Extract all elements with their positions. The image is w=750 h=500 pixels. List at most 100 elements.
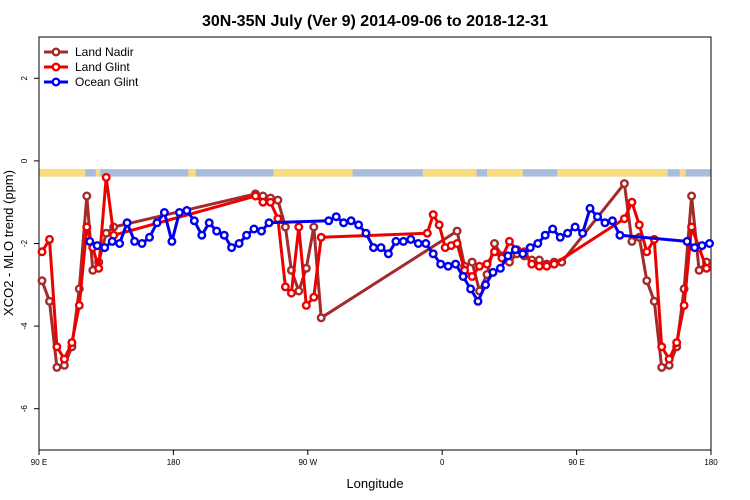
series-0-point-21 [452,226,462,236]
series-1-point-5 [74,300,84,310]
series-1-point-33 [504,236,514,246]
series-2-point-22 [249,224,259,234]
series-1-point-43 [642,247,652,257]
y-tick-label-0: -6 [20,405,29,413]
x-tick-label-1: 180 [167,458,181,467]
series-2-point-43 [458,272,468,282]
series-0 [37,179,712,372]
series-2-point-1 [92,241,102,251]
series-0-point-36 [619,179,629,189]
series-2-point-45 [473,296,483,306]
land-ocean-strip [39,169,711,177]
land-segment-7 [679,169,686,177]
series-2-point-0 [85,236,95,246]
series-2-point-7 [137,238,147,248]
land-segment-2 [188,169,196,177]
series-2-point-49 [503,251,513,261]
series-2-point-9 [152,218,162,228]
series-2-point-66 [690,243,700,253]
series-2-point-10 [159,207,169,217]
series-2-point-4 [115,238,125,248]
series-1-point-29 [475,261,485,271]
series-1-point-42 [634,220,644,230]
series-1-point-40 [619,214,629,224]
land-segment-0 [39,169,86,177]
series-2-point-47 [488,267,498,277]
series-2-point-19 [227,243,237,253]
series-1-point-16 [286,288,296,298]
series-0-point-0 [37,276,47,286]
series-1-point-11 [250,191,260,201]
ocean-strip [39,169,711,177]
series-0-point-15 [280,222,290,232]
series-2-point-68 [705,238,715,248]
series-2-point-35 [398,236,408,246]
series-2-point-55 [548,224,558,234]
series-2-point-29 [354,220,364,230]
series-0-point-1 [45,296,55,306]
series-2-point-61 [593,212,603,222]
series-0-point-46 [694,265,704,275]
series-2-point-42 [451,259,461,269]
series-line-0 [40,182,708,369]
series-0-point-20 [316,313,326,323]
series-2-point-32 [376,243,386,253]
series-2-point-38 [421,238,431,248]
series-2-point-50 [510,245,520,255]
series-1-point-26 [452,238,462,248]
series-0-point-2 [52,362,62,372]
series-2-point-3 [107,236,117,246]
series-1-point-46 [664,354,674,364]
series-1-point-3 [59,354,69,364]
series-1-point-19 [309,292,319,302]
series-2-point-63 [607,216,617,226]
axes: 90 E 180 90 W 0 90 E 180 -6 -4 -2 0 2 [20,76,718,467]
legend-marker-1 [51,62,61,72]
series-0-point-6 [82,191,92,201]
series-1-point-39 [549,259,559,269]
y-axis-label: XCO2 - MLO trend (ppm) [1,170,16,316]
series-1-point-41 [627,197,637,207]
series-2-point-60 [585,203,595,213]
series-2-point-11 [167,236,177,246]
legend-label-1: Land Glint [75,60,130,74]
series-2-point-36 [406,234,416,244]
land-segment-6 [557,169,668,177]
series-2-point-39 [428,249,438,259]
series-2-point-23 [257,226,267,236]
series-2-point-59 [578,228,588,238]
series-2-point-37 [413,238,423,248]
series-2-point-13 [182,205,192,215]
series-2-point-6 [130,236,140,246]
series-2-point-18 [219,230,229,240]
series-2-point-31 [369,243,379,253]
series-0-point-9 [101,228,111,238]
series-1-point-45 [657,342,667,352]
series-2-point-62 [600,218,610,228]
series-1-point-18 [301,300,311,310]
series-2-point-30 [361,228,371,238]
series-2-point-40 [436,259,446,269]
series-2-point-57 [563,228,573,238]
series-1-point-36 [527,259,537,269]
series-1-point-49 [687,222,697,232]
series-2-point-56 [555,232,565,242]
series-1-point-38 [542,261,552,271]
series-2-point-8 [144,232,154,242]
series-2-point-5 [122,218,132,228]
series-2-point-25 [324,216,334,226]
series-2-point-46 [481,280,491,290]
series-2-point-20 [234,238,244,248]
series-2-point-67 [697,241,707,251]
series-1-point-23 [434,220,444,230]
series-2-point-58 [570,222,580,232]
series-1-point-8 [94,263,104,273]
series-2-point-17 [212,226,222,236]
land-segment-1 [95,169,101,177]
series-1-point-1 [45,234,55,244]
series-2-point-33 [383,249,393,259]
series-2-point-34 [391,236,401,246]
series-1-point-31 [490,247,500,257]
